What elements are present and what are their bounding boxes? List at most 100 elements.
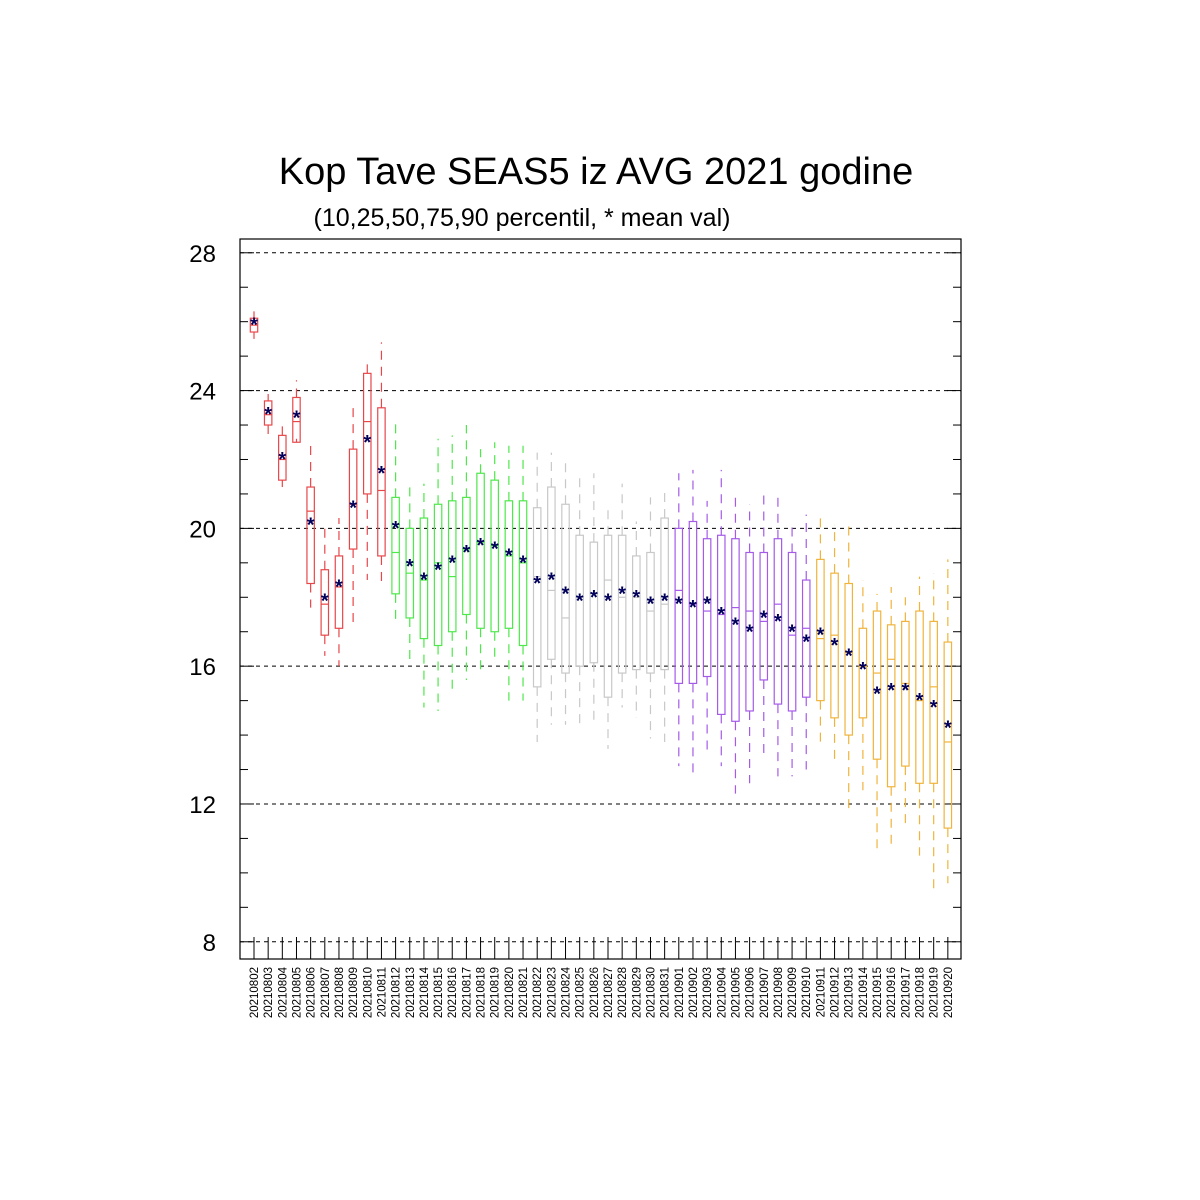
box-iqr [901, 620, 910, 767]
x-tick-label: 20210804 [277, 966, 289, 1018]
box-20210823 [547, 452, 556, 725]
x-tick-label: 20210813 [405, 967, 417, 1018]
box-iqr [886, 624, 896, 788]
box-20210822 [532, 452, 542, 742]
box-series [249, 311, 953, 894]
x-tick-label: 20210910 [801, 967, 813, 1018]
x-tick-label: 20210810 [362, 967, 374, 1018]
x-tick-label: 20210920 [943, 967, 955, 1018]
x-tick-label: 20210919 [929, 967, 941, 1018]
mean-marker-20210910: * [802, 632, 810, 654]
x-tick-label: 20210809 [348, 967, 360, 1018]
x-tick-label: 20210829 [631, 967, 643, 1018]
mean-marker-20210803: * [264, 404, 272, 426]
box-iqr [391, 496, 400, 595]
x-tick-label: 20210907 [759, 967, 771, 1018]
box-20210901 [674, 473, 684, 767]
x-tick-label: 20210918 [915, 967, 927, 1018]
x-tick-label: 20210819 [490, 967, 502, 1018]
mean-marker-20210918: * [916, 690, 924, 712]
box-iqr [674, 527, 684, 685]
box-iqr [929, 620, 938, 784]
mean-marker-20210816: * [448, 552, 456, 574]
box-iqr [292, 396, 301, 443]
box-iqr [801, 579, 811, 698]
x-tick-label: 20210830 [645, 967, 657, 1018]
x-tick-label: 20210825 [575, 967, 587, 1018]
box-iqr [547, 486, 556, 660]
y-tick-label: 8 [203, 930, 216, 957]
mean-marker-20210818: * [477, 535, 485, 557]
box-20210811 [377, 342, 386, 584]
box-iqr [532, 507, 542, 688]
box-iqr [702, 538, 712, 678]
mean-marker-20210828: * [618, 583, 626, 605]
box-20210910 [801, 514, 811, 770]
box-20210903 [702, 500, 712, 753]
mean-marker-20210911: * [817, 625, 825, 647]
mean-marker-20210826: * [590, 587, 598, 609]
x-tick-label: 20210912 [830, 967, 842, 1018]
box-20210810 [362, 363, 372, 581]
box-20210915 [872, 593, 882, 849]
x-tick-label: 20210913 [844, 967, 856, 1018]
box-iqr [617, 534, 627, 674]
box-20210917 [901, 597, 910, 825]
box-iqr [334, 555, 344, 629]
y-axis: 8 12 16 20 24 28 [189, 241, 961, 957]
x-tick-label: 20210815 [433, 967, 445, 1018]
x-tick-label: 20210903 [702, 967, 714, 1018]
y-tick-label: 24 [189, 379, 216, 406]
x-tick-label: 20210816 [447, 967, 459, 1018]
box-iqr [575, 534, 584, 667]
mean-marker-20210812: * [392, 518, 400, 540]
mean-marker-20210919: * [930, 697, 938, 719]
x-tick-label: 20210811 [376, 967, 388, 1017]
box-iqr [816, 558, 825, 702]
box-iqr [716, 534, 726, 716]
box-20210914 [858, 580, 868, 791]
box-20210819 [490, 442, 500, 660]
mean-marker-20210916: * [887, 680, 895, 702]
x-tick-label: 20210823 [546, 967, 558, 1018]
box-iqr [320, 569, 330, 636]
mean-marker-20210821: * [519, 552, 527, 574]
x-tick-label: 20210821 [518, 967, 530, 1018]
x-tick-label: 20210906 [745, 967, 757, 1018]
mean-marker-20210913: * [845, 645, 853, 667]
x-tick-label: 20210820 [504, 967, 516, 1018]
mean-marker-20210808: * [335, 576, 343, 598]
mean-marker-20210831: * [661, 590, 669, 612]
box-iqr [745, 551, 754, 712]
box-20210830 [646, 497, 655, 739]
x-tick-label: 20210818 [476, 967, 488, 1018]
box-20210826 [589, 473, 599, 722]
x-tick-label: 20210814 [419, 966, 431, 1018]
mean-marker-20210824: * [562, 583, 570, 605]
box-20210904 [716, 469, 726, 767]
y-tick-label: 12 [189, 792, 216, 819]
box-iqr [362, 372, 372, 495]
box-20210821 [518, 445, 528, 701]
x-tick-label: 20210904 [716, 966, 728, 1018]
mean-marker-20210830: * [647, 594, 655, 616]
mean-marker-20210908: * [774, 611, 782, 633]
box-iqr [915, 610, 924, 784]
x-tick-label: 20210802 [249, 967, 261, 1018]
box-iqr [462, 496, 471, 616]
x-tick-label: 20210805 [291, 967, 303, 1018]
box-iqr [688, 520, 698, 685]
box-20210829 [632, 521, 641, 718]
box-20210908 [773, 497, 783, 777]
mean-marker-20210907: * [760, 608, 768, 630]
x-tick-label: 20210916 [886, 967, 898, 1018]
box-iqr [759, 551, 769, 681]
plot-frame [239, 238, 962, 960]
box-iqr [943, 641, 953, 829]
box-iqr [660, 517, 669, 671]
mean-marker-20210920: * [944, 718, 952, 740]
box-20210816 [447, 435, 457, 694]
box-20210906 [745, 504, 754, 784]
box-20210905 [731, 493, 740, 794]
